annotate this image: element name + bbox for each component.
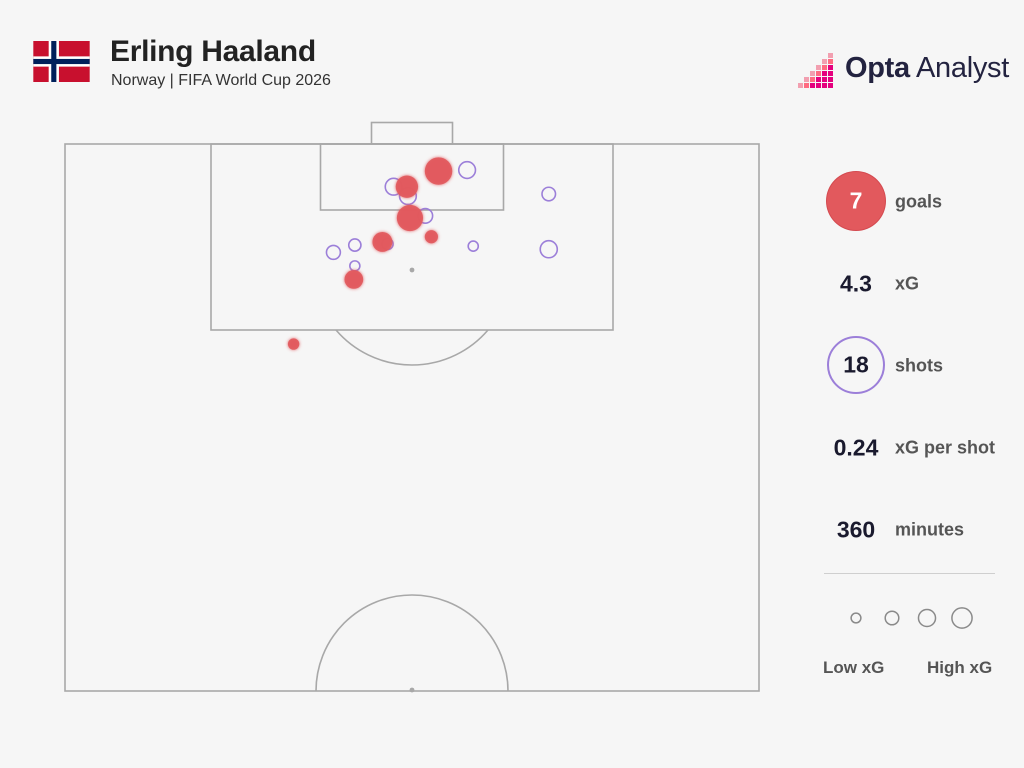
- goals-circle: 7: [827, 172, 885, 230]
- legend-size-circle-1: [884, 610, 900, 626]
- shot-miss-3: [541, 186, 557, 202]
- logo-square-1: [804, 83, 809, 88]
- shot-goal-1: [395, 175, 419, 198]
- logo-square-20: [828, 53, 833, 58]
- logo-square-4: [810, 77, 815, 82]
- shot-goal-0: [424, 157, 453, 185]
- shots-layer: [287, 157, 559, 350]
- logo-squares: [798, 53, 833, 88]
- logo-square-3: [810, 83, 815, 88]
- stats-divider: [824, 573, 995, 574]
- logo-square-19: [828, 59, 833, 64]
- shots-value: 18: [843, 351, 869, 378]
- brand-name: Opta Analyst: [845, 52, 1009, 85]
- legend-low-xg: Low xG: [823, 658, 885, 677]
- player-name: Erling Haaland: [110, 35, 316, 68]
- shot-miss-7: [467, 240, 480, 252]
- shot-goal-6: [287, 338, 300, 350]
- shots-label: shots: [895, 355, 944, 376]
- penalty-area: [210, 143, 614, 331]
- legend-high-xg: High xG: [927, 658, 993, 677]
- logo-square-2: [804, 77, 809, 82]
- stat-xg-per-shot: 0.24 xG per shot: [820, 418, 1020, 478]
- logo-square-5: [810, 71, 815, 76]
- centre-spot: [409, 687, 415, 693]
- logo-square-17: [828, 71, 833, 76]
- stat-minutes: 360 minutes: [820, 500, 1020, 560]
- logo-square-14: [822, 59, 827, 64]
- shot-goal-3: [372, 231, 393, 252]
- logo-square-15: [828, 83, 833, 88]
- shot-miss-5: [347, 238, 362, 252]
- shot-goal-4: [424, 230, 438, 244]
- shot-goal-5: [344, 270, 364, 289]
- minutes-label: minutes: [895, 519, 965, 540]
- legend-circles: [850, 607, 973, 629]
- brand-name-bold: Opta: [845, 52, 910, 84]
- goals-label: goals: [895, 191, 943, 212]
- stat-xg: 4.3 xG: [820, 254, 1020, 314]
- logo-square-18: [828, 65, 833, 70]
- logo-square-11: [822, 77, 827, 82]
- logo-square-7: [816, 77, 821, 82]
- shot-miss-8: [539, 239, 559, 259]
- logo-square-13: [822, 65, 827, 70]
- xg-per-shot-value: 0.24: [833, 434, 879, 461]
- penalty-spot: [409, 267, 415, 273]
- centre-circle: [315, 594, 509, 692]
- xg-size-legend: [850, 607, 973, 629]
- shot-miss-9: [325, 244, 342, 261]
- opta-analyst-logo-icon: [798, 53, 833, 88]
- xg-per-shot-label: xG per shot: [895, 437, 996, 458]
- legend-size-circle-3: [951, 607, 973, 629]
- minutes-value: 360: [836, 516, 876, 543]
- logo-square-6: [816, 83, 821, 88]
- stat-shots: 18 shots: [820, 336, 1020, 396]
- penalty-arc: [335, 329, 489, 366]
- stat-goals: 7 goals: [820, 172, 1020, 232]
- logo-square-0: [798, 83, 803, 88]
- goal: [370, 121, 454, 145]
- logo-square-8: [816, 71, 821, 76]
- xg-label: xG: [895, 273, 920, 294]
- norway-flag-icon: [33, 41, 90, 82]
- brand-name-rest: Analyst: [909, 52, 1010, 84]
- logo-square-12: [822, 71, 827, 76]
- subtitle: Norway | FIFA World Cup 2026: [111, 72, 331, 89]
- shots-circle: 18: [827, 336, 885, 394]
- legend-size-circle-2: [917, 608, 937, 628]
- flag-blue-vertical: [51, 41, 57, 82]
- legend-size-circle-0: [850, 612, 862, 624]
- shot-goal-2: [396, 204, 424, 232]
- flag-blue-horizontal: [33, 58, 90, 65]
- logo-square-16: [828, 77, 833, 82]
- xg-value: 4.3: [840, 270, 872, 297]
- goals-value: 7: [849, 187, 863, 214]
- shot-miss-0: [457, 160, 477, 180]
- logo-square-10: [822, 83, 827, 88]
- logo-square-9: [816, 65, 821, 70]
- shot-miss-10: [349, 260, 361, 272]
